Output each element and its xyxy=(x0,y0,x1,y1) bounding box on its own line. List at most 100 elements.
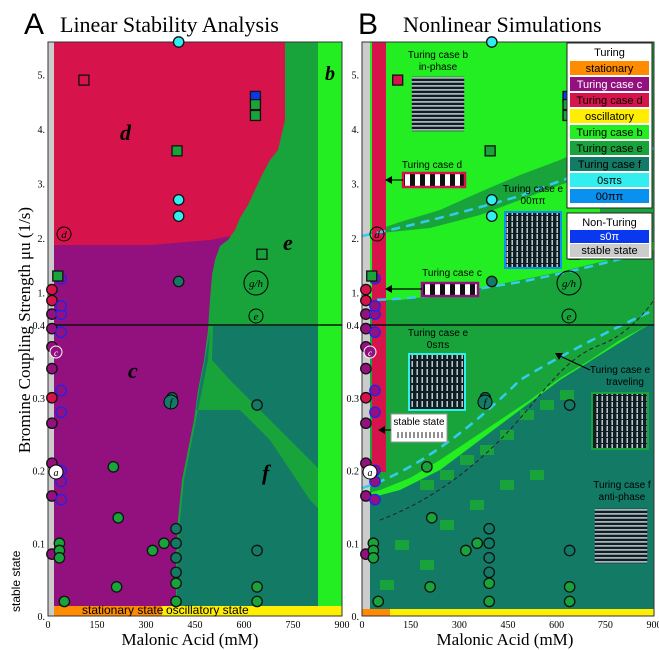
sample-point xyxy=(424,581,436,593)
x-tick-label: 0 xyxy=(46,620,51,631)
sample-point xyxy=(170,566,182,579)
b-circle-label-c: c xyxy=(363,345,377,359)
y-tick-label: 0.3 xyxy=(347,394,360,405)
svg-text:a: a xyxy=(368,468,373,479)
annotation-case-c: Turing case c xyxy=(385,268,482,298)
annotation-stable-state: stable state xyxy=(378,413,448,443)
sample-square xyxy=(366,270,378,282)
svg-text:Turing case b: Turing case b xyxy=(408,50,469,61)
legend-swatch xyxy=(570,109,649,123)
legend-label: Turing case e xyxy=(576,143,642,155)
b-circle-label-a: a xyxy=(362,464,378,480)
x-tick-label: 450 xyxy=(501,620,516,631)
region-f-top xyxy=(212,326,342,500)
svg-text:0sπs: 0sπs xyxy=(427,340,449,351)
x-tick-label: 300 xyxy=(452,620,467,631)
sample-point xyxy=(55,300,67,312)
x-tick-label: 150 xyxy=(403,620,418,631)
sample-point xyxy=(170,522,182,535)
legend-label: stationary xyxy=(586,63,634,75)
b-region-f xyxy=(362,322,654,616)
panel-b-x-axis-label: Malonic Acid (mM) xyxy=(437,630,574,649)
sample-point xyxy=(55,326,67,339)
sample-point xyxy=(369,493,381,506)
sample-point xyxy=(46,283,58,296)
b-block xyxy=(520,410,534,420)
b-boundary-mid xyxy=(362,248,654,302)
b-block xyxy=(380,580,394,590)
legend-label: Turing case c xyxy=(577,79,643,91)
sample-point xyxy=(170,577,182,590)
sample-square xyxy=(52,270,64,282)
sample-point xyxy=(563,544,576,557)
sample-point xyxy=(170,595,182,608)
y-tick-label: 0.4 xyxy=(33,321,46,332)
region-label-b: b xyxy=(325,63,335,85)
x-tick-label: 900 xyxy=(335,620,350,631)
legend-turing: Turing stationary Turing case c Turing cas… xyxy=(566,42,653,209)
sample-point xyxy=(55,406,67,419)
annotation-case-e-traveling: Turing case e traveling xyxy=(555,353,651,450)
sample-point xyxy=(369,300,381,312)
legend-swatch xyxy=(570,93,649,107)
sample-point xyxy=(170,537,182,550)
region-b xyxy=(318,42,342,616)
sample-square xyxy=(484,145,496,157)
x-tick-label: 750 xyxy=(598,620,613,631)
y-tick-label: 0.3 xyxy=(33,394,46,405)
region-label-f: f xyxy=(262,460,272,485)
legend-swatch xyxy=(570,125,649,139)
legend-label: Turing case d xyxy=(576,95,642,107)
sample-point xyxy=(46,391,58,404)
svg-text:d: d xyxy=(374,229,380,241)
y-tick-label: 3. xyxy=(352,180,360,191)
svg-text:c: c xyxy=(54,348,58,358)
legend-swatch xyxy=(570,244,649,257)
legend-swatch xyxy=(570,230,649,243)
svg-text:Turing case f: Turing case f xyxy=(593,480,651,491)
svg-text:Turing case d: Turing case d xyxy=(402,160,462,171)
legend-swatch xyxy=(570,141,649,155)
sample-point xyxy=(158,537,170,550)
sample-point xyxy=(55,384,67,397)
annotation-case-e-00pp: Turing case e 00ππ xyxy=(503,184,564,269)
b-boundary-top xyxy=(362,146,654,238)
b-block xyxy=(500,430,514,440)
y-tick-label: 0.1 xyxy=(347,539,360,550)
stable-state-label-a: stable state xyxy=(9,550,23,612)
b-circle-label-d: d xyxy=(369,226,385,242)
svg-text:Turing case e: Turing case e xyxy=(590,365,651,376)
b-block xyxy=(470,500,484,510)
sample-square xyxy=(249,109,262,122)
b-circle-label-f: f xyxy=(477,394,493,410)
sample-point xyxy=(46,417,58,430)
oscillatory-state-label-a: oscillatory state xyxy=(166,603,249,617)
circle-label-e: e xyxy=(248,308,264,324)
sample-point xyxy=(485,193,498,206)
svg-text:c: c xyxy=(368,348,372,358)
sample-point xyxy=(483,595,496,608)
circle-label-gh: g/h xyxy=(243,270,269,296)
panel-b-letter: B xyxy=(358,8,378,41)
b-block xyxy=(420,480,434,490)
sample-point xyxy=(251,544,263,557)
sample-point xyxy=(563,399,576,411)
svg-text:e: e xyxy=(254,311,259,323)
region-label-e: e xyxy=(283,230,293,255)
sample-point xyxy=(360,391,372,404)
panel-a-letter: A xyxy=(24,8,44,41)
svg-text:g/h: g/h xyxy=(562,278,577,290)
x-tick-label: 300 xyxy=(139,620,154,631)
sample-point xyxy=(483,551,496,564)
sample-point xyxy=(251,595,263,608)
x-tick-label: 600 xyxy=(237,620,252,631)
legend-label: stable state xyxy=(581,245,637,257)
b-circle-label-e: e xyxy=(561,308,577,324)
panel-a-markers xyxy=(46,36,268,608)
x-tick-label: 450 xyxy=(188,620,203,631)
legend-label: Turing case b xyxy=(576,127,642,139)
svg-text:a: a xyxy=(54,468,59,479)
y-tick-label: 0.1 xyxy=(33,539,46,550)
b-bottom-stationary xyxy=(362,609,390,616)
legend-swatch xyxy=(570,77,649,91)
